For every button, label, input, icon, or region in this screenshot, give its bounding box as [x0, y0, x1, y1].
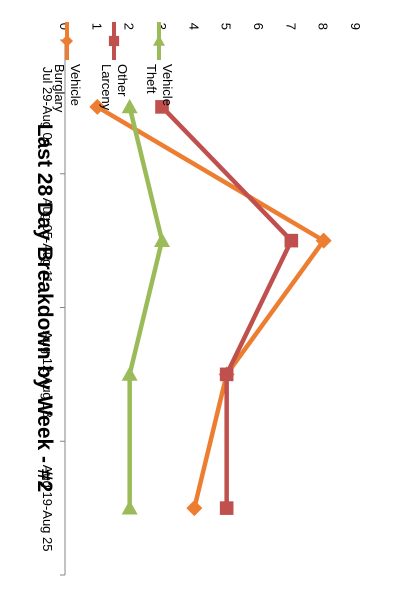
series-line	[96, 104, 326, 509]
y-tick-label: 0	[57, 23, 72, 30]
chart-title: Last 28 Day Breakdown by Week - #2	[33, 124, 56, 492]
x-tick-label: Aug 19-Aug 25	[40, 465, 55, 552]
y-tick-label: 3	[154, 23, 169, 30]
y-tick-label: 5	[219, 23, 234, 30]
legend-label: Vehicle	[68, 64, 83, 106]
data-point	[186, 500, 203, 517]
legend-label: Theft	[144, 64, 159, 94]
legend-label: Other	[115, 64, 130, 97]
data-point	[154, 232, 170, 248]
x-tick-label: Aug 12-Aug 18	[40, 331, 55, 418]
y-tick-label: 1	[89, 23, 104, 30]
legend-label: Vehicle	[160, 64, 175, 106]
data-point	[61, 35, 73, 47]
y-tick-label: 7	[283, 23, 298, 30]
y-tick-label: 8	[316, 23, 331, 30]
data-point	[121, 98, 138, 114]
data-point	[155, 100, 169, 114]
y-tick-label: 6	[251, 23, 266, 30]
plot-area: 0 1 2 3 4 5 6 7 8 9 Jul 29-Aug 04 Aug 05-Aug 11 Aug …	[40, 23, 363, 576]
series-line	[127, 106, 165, 509]
y-tick-label: 2	[122, 23, 137, 30]
data-point	[89, 98, 106, 115]
series-line	[160, 105, 294, 509]
data-point	[121, 500, 138, 515]
data-point	[108, 35, 120, 47]
legend-label: Burglary	[52, 64, 67, 113]
y-tick-label: 4	[186, 23, 201, 30]
data-point	[219, 501, 234, 515]
data-point	[219, 367, 234, 382]
y-tick-label: 9	[348, 23, 363, 30]
legend-label: Larceny	[99, 64, 114, 111]
x-tick-label: Jul 29-Aug 04	[40, 67, 55, 147]
data-point	[153, 35, 165, 46]
data-point	[284, 233, 299, 248]
data-point	[121, 366, 138, 381]
x-tick-label: Aug 05-Aug 11	[40, 198, 55, 284]
